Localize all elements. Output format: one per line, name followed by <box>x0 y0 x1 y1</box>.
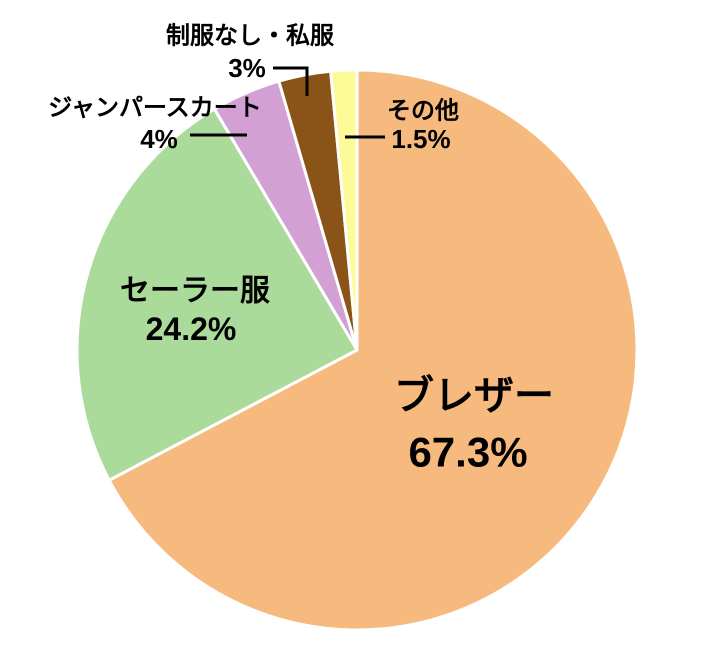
slice-value-sailor: 24.2% <box>146 311 237 347</box>
slice-value-other: 1.5% <box>391 124 450 154</box>
slice-label-no-uniform: 制服なし・私服 <box>166 23 335 50</box>
slice-label-jumper-skirt: ジャンパースカート <box>48 95 262 122</box>
slice-label-blazer: ブレザー <box>394 373 554 418</box>
slice-label-other: その他 <box>387 98 459 125</box>
pie-slice-blazer <box>107 68 639 632</box>
leader-line-no-uniform <box>273 66 309 96</box>
pie-slice-sailor <box>75 107 359 482</box>
slice-value-jumper-skirt: 4% <box>140 124 178 154</box>
slice-label-sailor: セーラー服 <box>120 275 271 308</box>
slice-value-blazer: 67.3% <box>408 429 527 476</box>
pie-slice-other <box>329 68 359 352</box>
slice-value-no-uniform: 3% <box>228 53 266 83</box>
